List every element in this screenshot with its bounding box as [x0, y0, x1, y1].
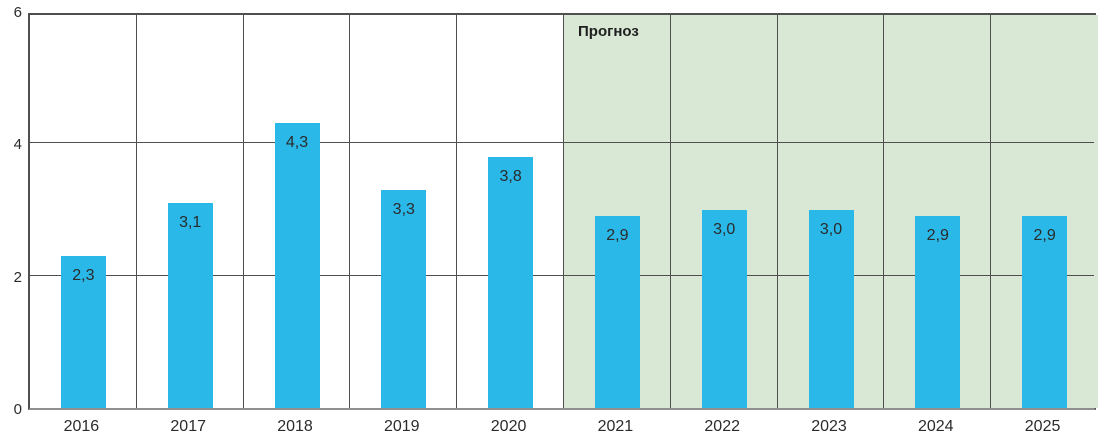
x-tick-label-2025: 2025: [1024, 418, 1061, 435]
bar-2022: 3,0: [701, 209, 747, 408]
bar-value-label: 3,8: [499, 167, 522, 185]
bar-2018: 4,3: [274, 123, 320, 408]
chart-column-2019: [350, 15, 458, 408]
bar-value-label: 2,9: [606, 227, 629, 245]
x-tick-label-2017: 2017: [170, 418, 206, 435]
bar-2025: 2,9: [1022, 216, 1068, 408]
bar-value-label: 3,3: [392, 200, 415, 218]
x-tick-label-2016: 2016: [63, 418, 100, 435]
y-tick-label-2: 2: [13, 268, 22, 286]
forecast-region-label: Прогноз: [578, 23, 639, 40]
x-tick-label-2024: 2024: [917, 418, 954, 435]
x-tick-label-2019: 2019: [383, 418, 420, 435]
bar-value-label: 2,3: [72, 266, 95, 284]
bar-value-label: 4,3: [285, 134, 309, 152]
bar-2017: 3,1: [167, 202, 213, 408]
chart-column-2016: [30, 15, 137, 408]
bar-2024: 2,9: [915, 216, 961, 408]
chart-column-2017: [137, 15, 244, 408]
bar-2016: 2,3: [60, 255, 106, 408]
y-tick-label-6: 6: [13, 4, 22, 21]
bar-2023: 3,0: [808, 209, 854, 408]
x-tick-label-2023: 2023: [811, 418, 847, 435]
gridline-y-2: [30, 274, 1094, 276]
plot-area: Прогноз 2,3 3,1 4,3 3,3 3,8 2,9 3,0 3,0 2,9 2,9: [28, 13, 1098, 410]
bar-value-label: 3,0: [819, 220, 843, 238]
x-tick-label-2018: 2018: [277, 418, 313, 435]
y-tick-label-0: 0: [13, 401, 22, 418]
gridline-y-4: [30, 142, 1094, 144]
x-tick-label-2020: 2020: [490, 418, 527, 435]
bar-value-label: 3,0: [713, 220, 736, 238]
y-tick-label-4: 4: [13, 136, 22, 154]
bar-2019: 3,3: [381, 189, 427, 408]
x-tick-label-2022: 2022: [704, 418, 740, 435]
bar-value-label: 2,9: [1033, 227, 1056, 245]
bar-value-label: 2,9: [926, 227, 949, 245]
x-tick-label-2021: 2021: [597, 418, 634, 435]
bar-2020: 3,8: [488, 156, 534, 408]
bar-value-label: 3,1: [179, 213, 202, 231]
chart-column-2018: [244, 15, 351, 408]
chart-column-2020: [457, 15, 564, 408]
bar-2021: 2,9: [594, 216, 640, 408]
